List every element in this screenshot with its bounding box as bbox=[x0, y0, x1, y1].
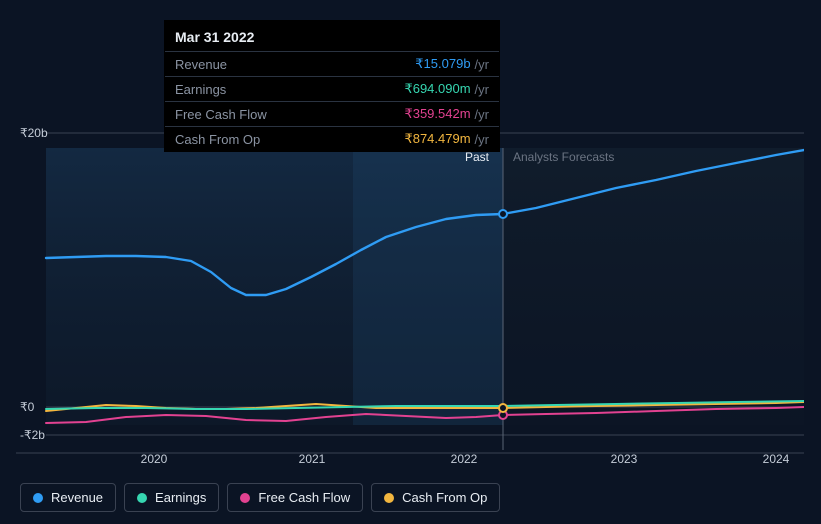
legend-item-revenue[interactable]: Revenue bbox=[20, 483, 116, 512]
tooltip-row-unit: /yr bbox=[475, 107, 489, 122]
y-axis-label: ₹20b bbox=[20, 126, 48, 140]
forecast-label: Analysts Forecasts bbox=[513, 150, 614, 164]
tooltip-row-label: Revenue bbox=[175, 57, 415, 72]
tooltip-row: Free Cash Flow₹359.542m/yr bbox=[165, 101, 499, 126]
x-axis-label: 2021 bbox=[299, 452, 326, 465]
tooltip-row-value: ₹15.079b bbox=[415, 56, 470, 72]
tooltip-row-unit: /yr bbox=[475, 132, 489, 147]
legend-label: Earnings bbox=[155, 490, 206, 505]
legend-label: Cash From Op bbox=[402, 490, 487, 505]
tooltip-row: Cash From Op₹874.479m/yr bbox=[165, 126, 499, 151]
tooltip-row-unit: /yr bbox=[475, 82, 489, 97]
hover-marker-revenue bbox=[499, 210, 507, 218]
legend: Revenue Earnings Free Cash Flow Cash From O… bbox=[20, 483, 500, 512]
legend-swatch bbox=[33, 493, 43, 503]
legend-swatch bbox=[137, 493, 147, 503]
hover-tooltip: Mar 31 2022 Revenue₹15.079b/yrEarnings₹6… bbox=[164, 20, 500, 152]
legend-label: Free Cash Flow bbox=[258, 490, 350, 505]
x-axis-label: 2023 bbox=[611, 452, 638, 465]
hover-band bbox=[353, 148, 503, 425]
line-chart[interactable]: ₹20b ₹0 -₹2b 2020 2021 2022 2023 2024 Past Analys… bbox=[16, 125, 804, 465]
tooltip-date: Mar 31 2022 bbox=[165, 21, 499, 51]
legend-item-cfo[interactable]: Cash From Op bbox=[371, 483, 500, 512]
legend-item-earnings[interactable]: Earnings bbox=[124, 483, 219, 512]
past-label: Past bbox=[465, 150, 490, 164]
hover-marker-cfo bbox=[499, 404, 507, 412]
tooltip-row-label: Earnings bbox=[175, 82, 404, 97]
legend-item-fcf[interactable]: Free Cash Flow bbox=[227, 483, 363, 512]
tooltip-row-label: Cash From Op bbox=[175, 132, 404, 147]
y-axis-label: -₹2b bbox=[20, 428, 45, 442]
y-axis-label: ₹0 bbox=[20, 400, 35, 414]
forecast-region bbox=[503, 148, 804, 425]
x-axis-label: 2024 bbox=[763, 452, 790, 465]
x-axis-label: 2022 bbox=[451, 452, 478, 465]
legend-swatch bbox=[384, 493, 394, 503]
legend-swatch bbox=[240, 493, 250, 503]
tooltip-row-value: ₹874.479m bbox=[404, 131, 470, 147]
legend-label: Revenue bbox=[51, 490, 103, 505]
tooltip-row-unit: /yr bbox=[475, 57, 489, 72]
tooltip-row-value: ₹359.542m bbox=[404, 106, 470, 122]
chart-area: ₹20b ₹0 -₹2b 2020 2021 2022 2023 2024 Past Analys… bbox=[16, 125, 805, 479]
tooltip-row: Revenue₹15.079b/yr bbox=[165, 51, 499, 76]
tooltip-row-value: ₹694.090m bbox=[404, 81, 470, 97]
tooltip-row-label: Free Cash Flow bbox=[175, 107, 404, 122]
x-axis-label: 2020 bbox=[141, 452, 168, 465]
tooltip-row: Earnings₹694.090m/yr bbox=[165, 76, 499, 101]
